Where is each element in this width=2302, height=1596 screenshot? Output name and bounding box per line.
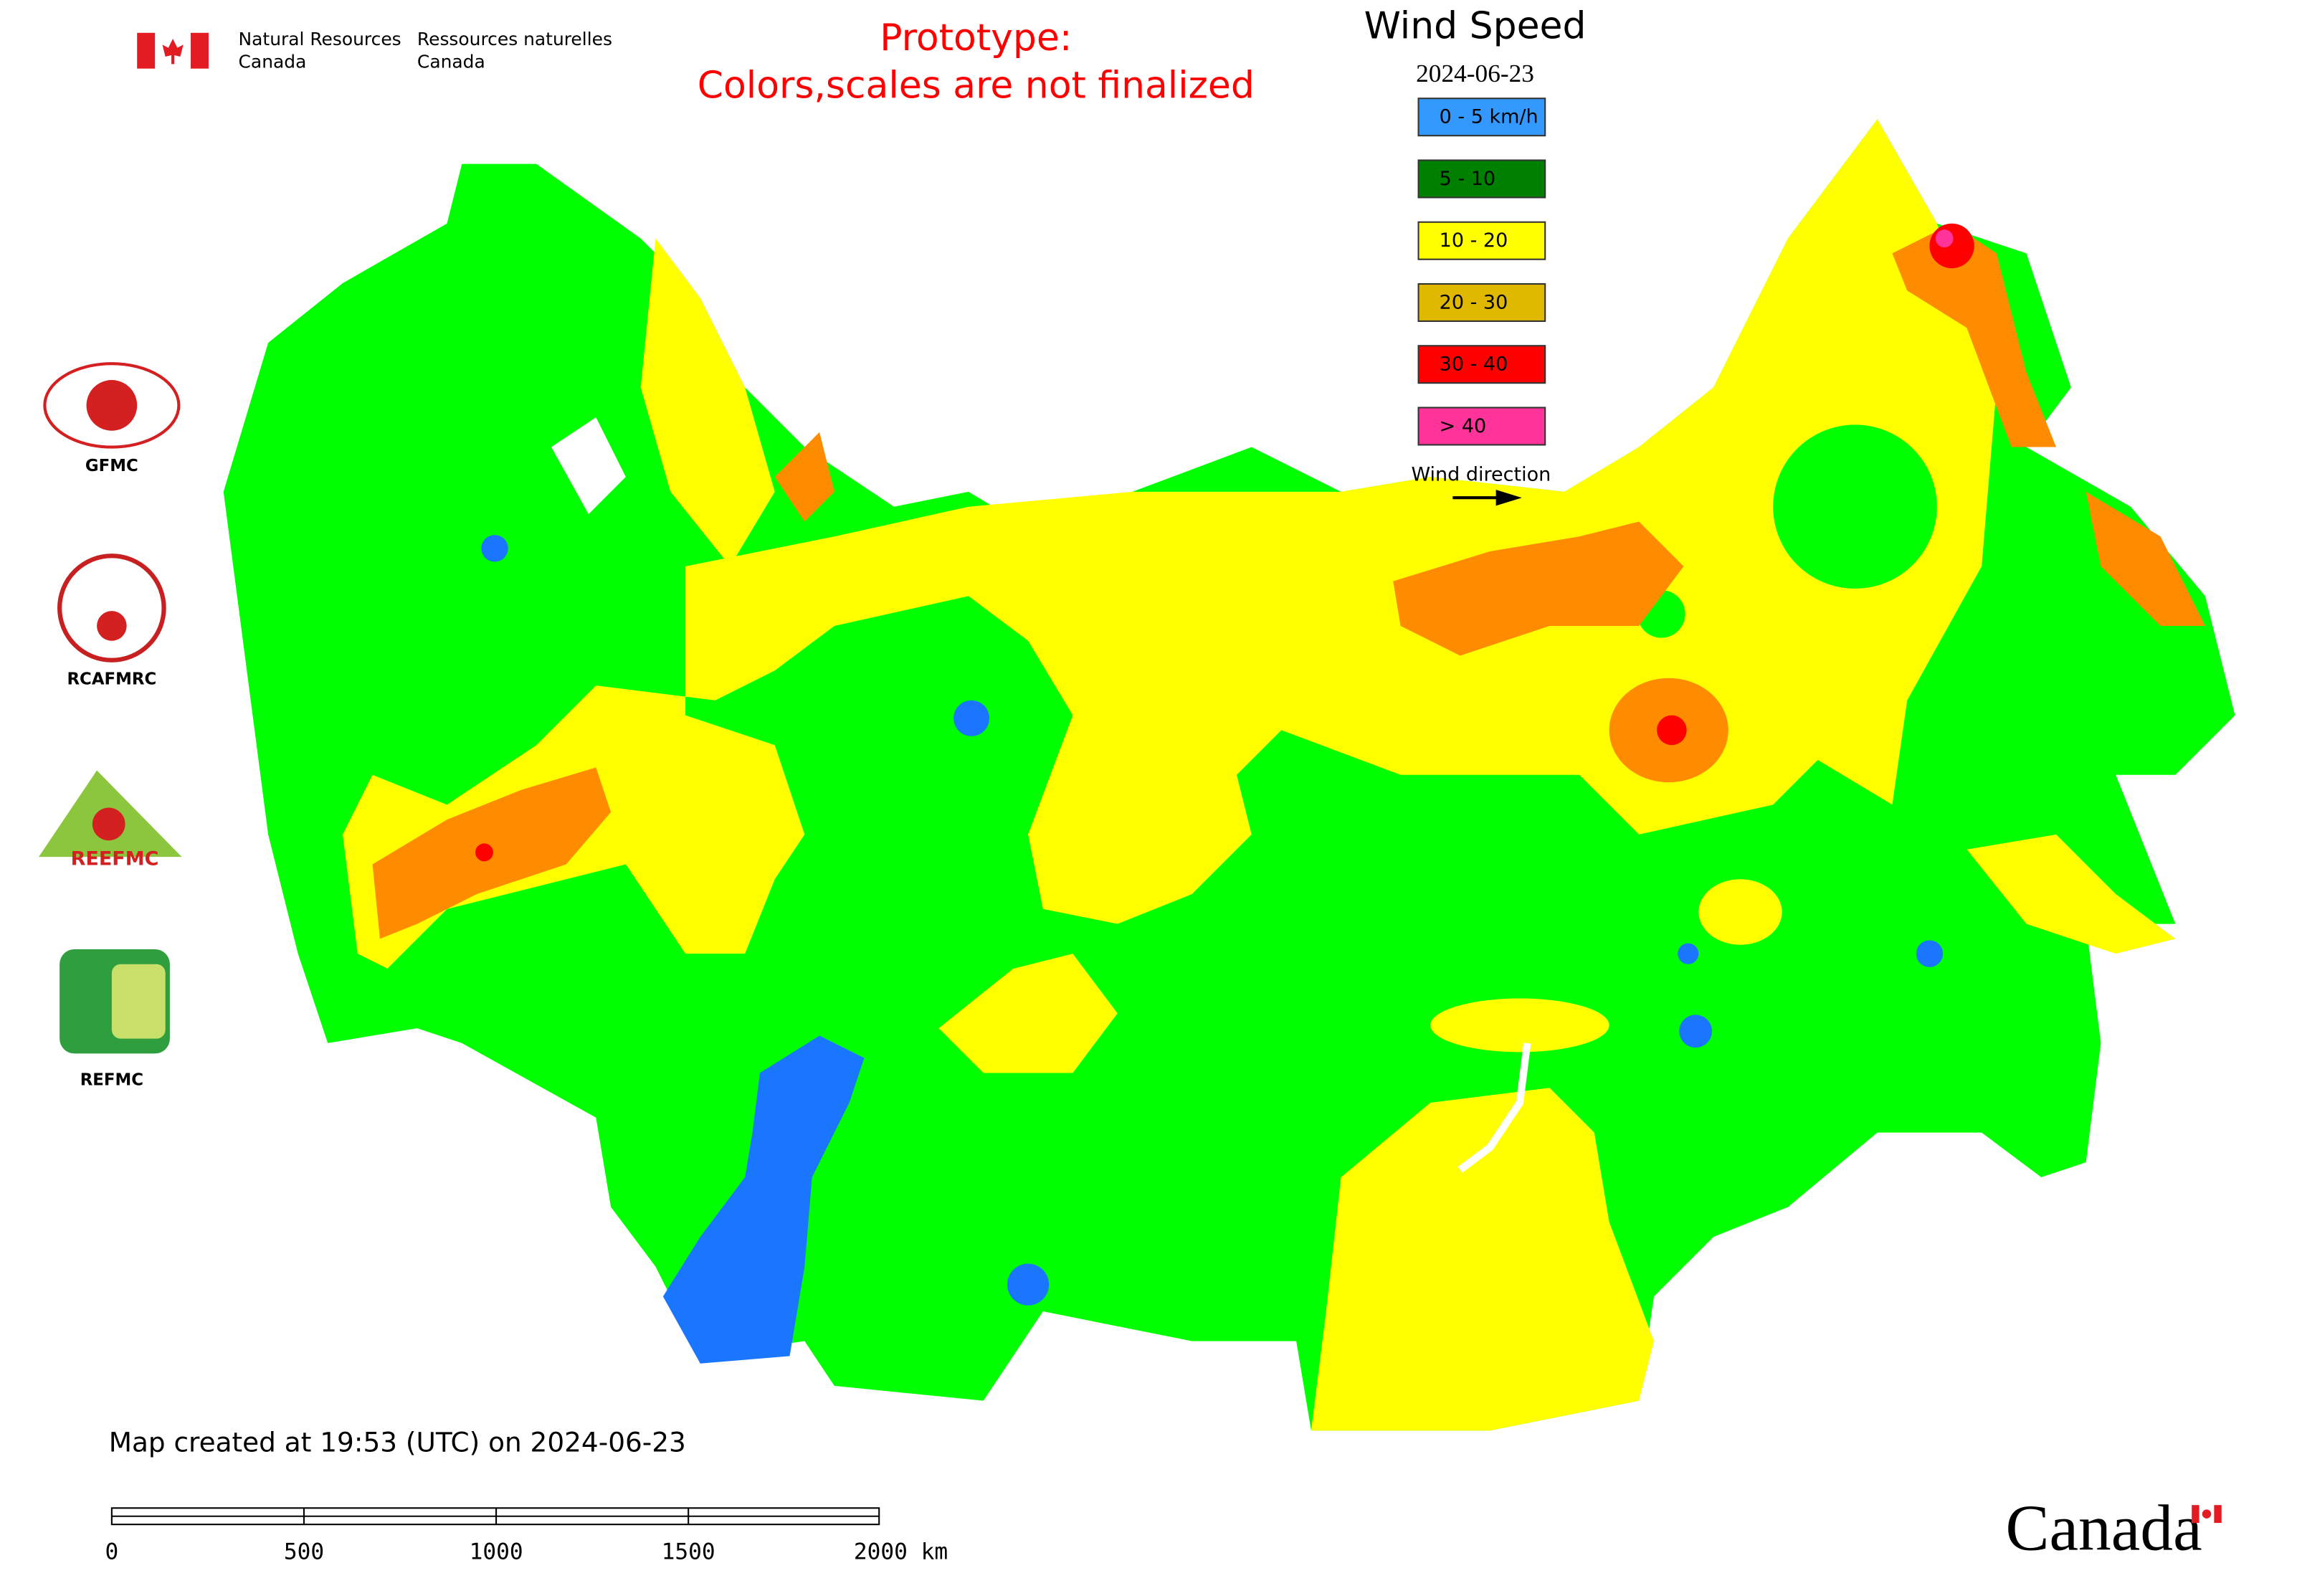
wind-10-20 bbox=[938, 954, 1118, 1073]
wind-0-5 bbox=[481, 535, 508, 562]
legend-label: 10 - 20 bbox=[1440, 229, 1508, 252]
legend-title: Wind Speed bbox=[1364, 5, 1587, 48]
legend-label: 20 - 30 bbox=[1440, 291, 1508, 313]
scale-label: 0 bbox=[105, 1539, 118, 1565]
white-sea bbox=[551, 417, 626, 515]
direction-arrow bbox=[1452, 490, 1522, 506]
wind-10-20 bbox=[1311, 1088, 1654, 1431]
canada-wordmark: Canada bbox=[2005, 1492, 2202, 1564]
wind-0-5 bbox=[1916, 940, 1944, 967]
map bbox=[223, 119, 2235, 1431]
logo-label: RCAFMRC bbox=[67, 670, 156, 688]
wind-30-40 bbox=[1657, 715, 1687, 746]
agency-fr: Canada bbox=[417, 51, 485, 72]
wind-5-10 bbox=[882, 629, 936, 683]
notice: Prototype: bbox=[880, 16, 1072, 60]
logo-refmc bbox=[60, 949, 170, 1054]
agency-en: Natural Resources bbox=[239, 29, 401, 49]
map-created: Map created at 19:53 (UTC) on 2024-06-23 bbox=[109, 1426, 686, 1458]
wind-10-20 bbox=[343, 119, 1997, 969]
wind-0-5 bbox=[662, 1035, 865, 1364]
legend: Wind Speed 2024-06-23 Wind direction 0 -… bbox=[1364, 5, 1587, 506]
legend-swatch bbox=[1417, 407, 1546, 446]
legend-swatch bbox=[1417, 159, 1546, 199]
direction-label: Wind direction bbox=[1411, 464, 1551, 486]
lake-baikal bbox=[1457, 1042, 1531, 1173]
notice: Colors,scales are not finalized bbox=[698, 65, 1255, 108]
legend-swatch bbox=[1417, 98, 1546, 137]
agency-fr: Ressources naturelles bbox=[417, 29, 612, 49]
scale-labels: 0 500 1000 1500 2000 km bbox=[105, 1539, 948, 1565]
wind-20-30 bbox=[2085, 491, 2205, 626]
wind-20-30 bbox=[1393, 521, 1684, 656]
wind-30-40 bbox=[1929, 223, 1974, 269]
legend-swatch bbox=[1417, 221, 1546, 260]
wind-0-5 bbox=[1678, 943, 1699, 964]
legend-swatch bbox=[1417, 282, 1546, 322]
logo-reefmc bbox=[39, 770, 182, 858]
legend-label: > 40 bbox=[1440, 415, 1487, 437]
legend-swatch bbox=[1417, 345, 1546, 384]
wind-10-20 bbox=[1430, 998, 1609, 1053]
legend-label: 0 - 5 km/h bbox=[1440, 106, 1538, 128]
logo-label: REFMC bbox=[80, 1070, 143, 1089]
legend-label: 30 - 40 bbox=[1440, 353, 1508, 376]
wind-0-5 bbox=[1679, 1015, 1712, 1048]
legend-date: 2024-06-23 bbox=[1416, 60, 1534, 87]
canada-flag bbox=[137, 32, 209, 69]
logo-label: GFMC bbox=[85, 457, 138, 475]
wordmark-flag bbox=[2192, 1505, 2222, 1524]
scale-label: 1500 bbox=[662, 1539, 715, 1565]
logo-gfmc bbox=[43, 362, 181, 449]
wind-20-30 bbox=[1892, 223, 2057, 447]
wind-0-5 bbox=[1007, 1263, 1050, 1306]
wind-10-20 bbox=[640, 238, 775, 566]
scale-label: 500 bbox=[284, 1539, 324, 1565]
wind-20-30 bbox=[774, 432, 834, 522]
logo-rcafmrc bbox=[57, 554, 166, 662]
wind-10-20 bbox=[1966, 834, 2176, 954]
scale-bar bbox=[110, 1507, 880, 1526]
legend-label: 5 - 10 bbox=[1440, 168, 1495, 190]
scale-label: 1000 bbox=[470, 1539, 523, 1565]
agency-en: Canada bbox=[239, 51, 307, 72]
wind-10-20 bbox=[1698, 879, 1782, 945]
wind-0-5 bbox=[953, 700, 990, 736]
wind-40-plus bbox=[1935, 229, 1954, 248]
wind-30-40 bbox=[475, 843, 493, 862]
wind-5-10 bbox=[1773, 424, 1937, 589]
logo-label: REEFMC bbox=[71, 848, 159, 870]
scale-label: 2000 km bbox=[854, 1539, 948, 1565]
